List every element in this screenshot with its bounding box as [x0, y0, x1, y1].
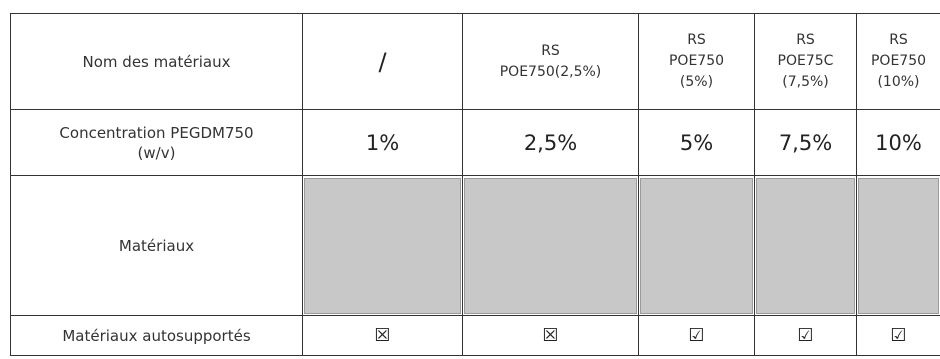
row-label-concentration: Concentration PEGDM750 (w/v) [10, 109, 303, 176]
name-cell-5: RS POE750 (10%) [856, 13, 940, 110]
concentration-cell-1: 1% [302, 109, 463, 176]
row-label-autosupport: Matériaux autosupportés [10, 315, 303, 356]
row-material-photos: Matériaux [10, 175, 940, 316]
photo-cell-3 [638, 175, 755, 316]
autosupport-cell-3: ☑ [638, 315, 755, 356]
material-photo-2 [464, 177, 637, 314]
autosupport-cell-4: ☑ [754, 315, 857, 356]
photo-cell-4 [754, 175, 857, 316]
row-label-materials: Matériaux [10, 175, 303, 316]
photo-cell-1 [302, 175, 463, 316]
materials-table: Nom des matériaux / RS POE750(2,5%) RS P… [10, 13, 940, 356]
autosupport-cell-1: ☒ [302, 315, 463, 356]
concentration-cell-3: 5% [638, 109, 755, 176]
name-cell-2: RS POE750(2,5%) [462, 13, 639, 110]
photo-cell-2 [462, 175, 639, 316]
concentration-cell-4: 7,5% [754, 109, 857, 176]
autosupport-cell-2: ☒ [462, 315, 639, 356]
material-photo-3 [640, 177, 753, 314]
material-photo-5 [858, 177, 939, 314]
name-cell-1: / [302, 13, 463, 110]
row-concentration: Concentration PEGDM750 (w/v) 1% 2,5% 5% … [10, 109, 940, 176]
photo-cell-5 [856, 175, 940, 316]
concentration-cell-5: 10% [856, 109, 940, 176]
material-photo-1 [304, 177, 461, 314]
name-cell-3: RS POE750 (5%) [638, 13, 755, 110]
row-material-names: Nom des matériaux / RS POE750(2,5%) RS P… [10, 13, 940, 110]
autosupport-cell-5: ☑ [856, 315, 940, 356]
row-label-names: Nom des matériaux [10, 13, 303, 110]
name-cell-4: RS POE75C (7,5%) [754, 13, 857, 110]
material-photo-4 [756, 177, 855, 314]
row-autosupport: Matériaux autosupportés ☒ ☒ ☑ ☑ ☑ [10, 315, 940, 356]
concentration-cell-2: 2,5% [462, 109, 639, 176]
